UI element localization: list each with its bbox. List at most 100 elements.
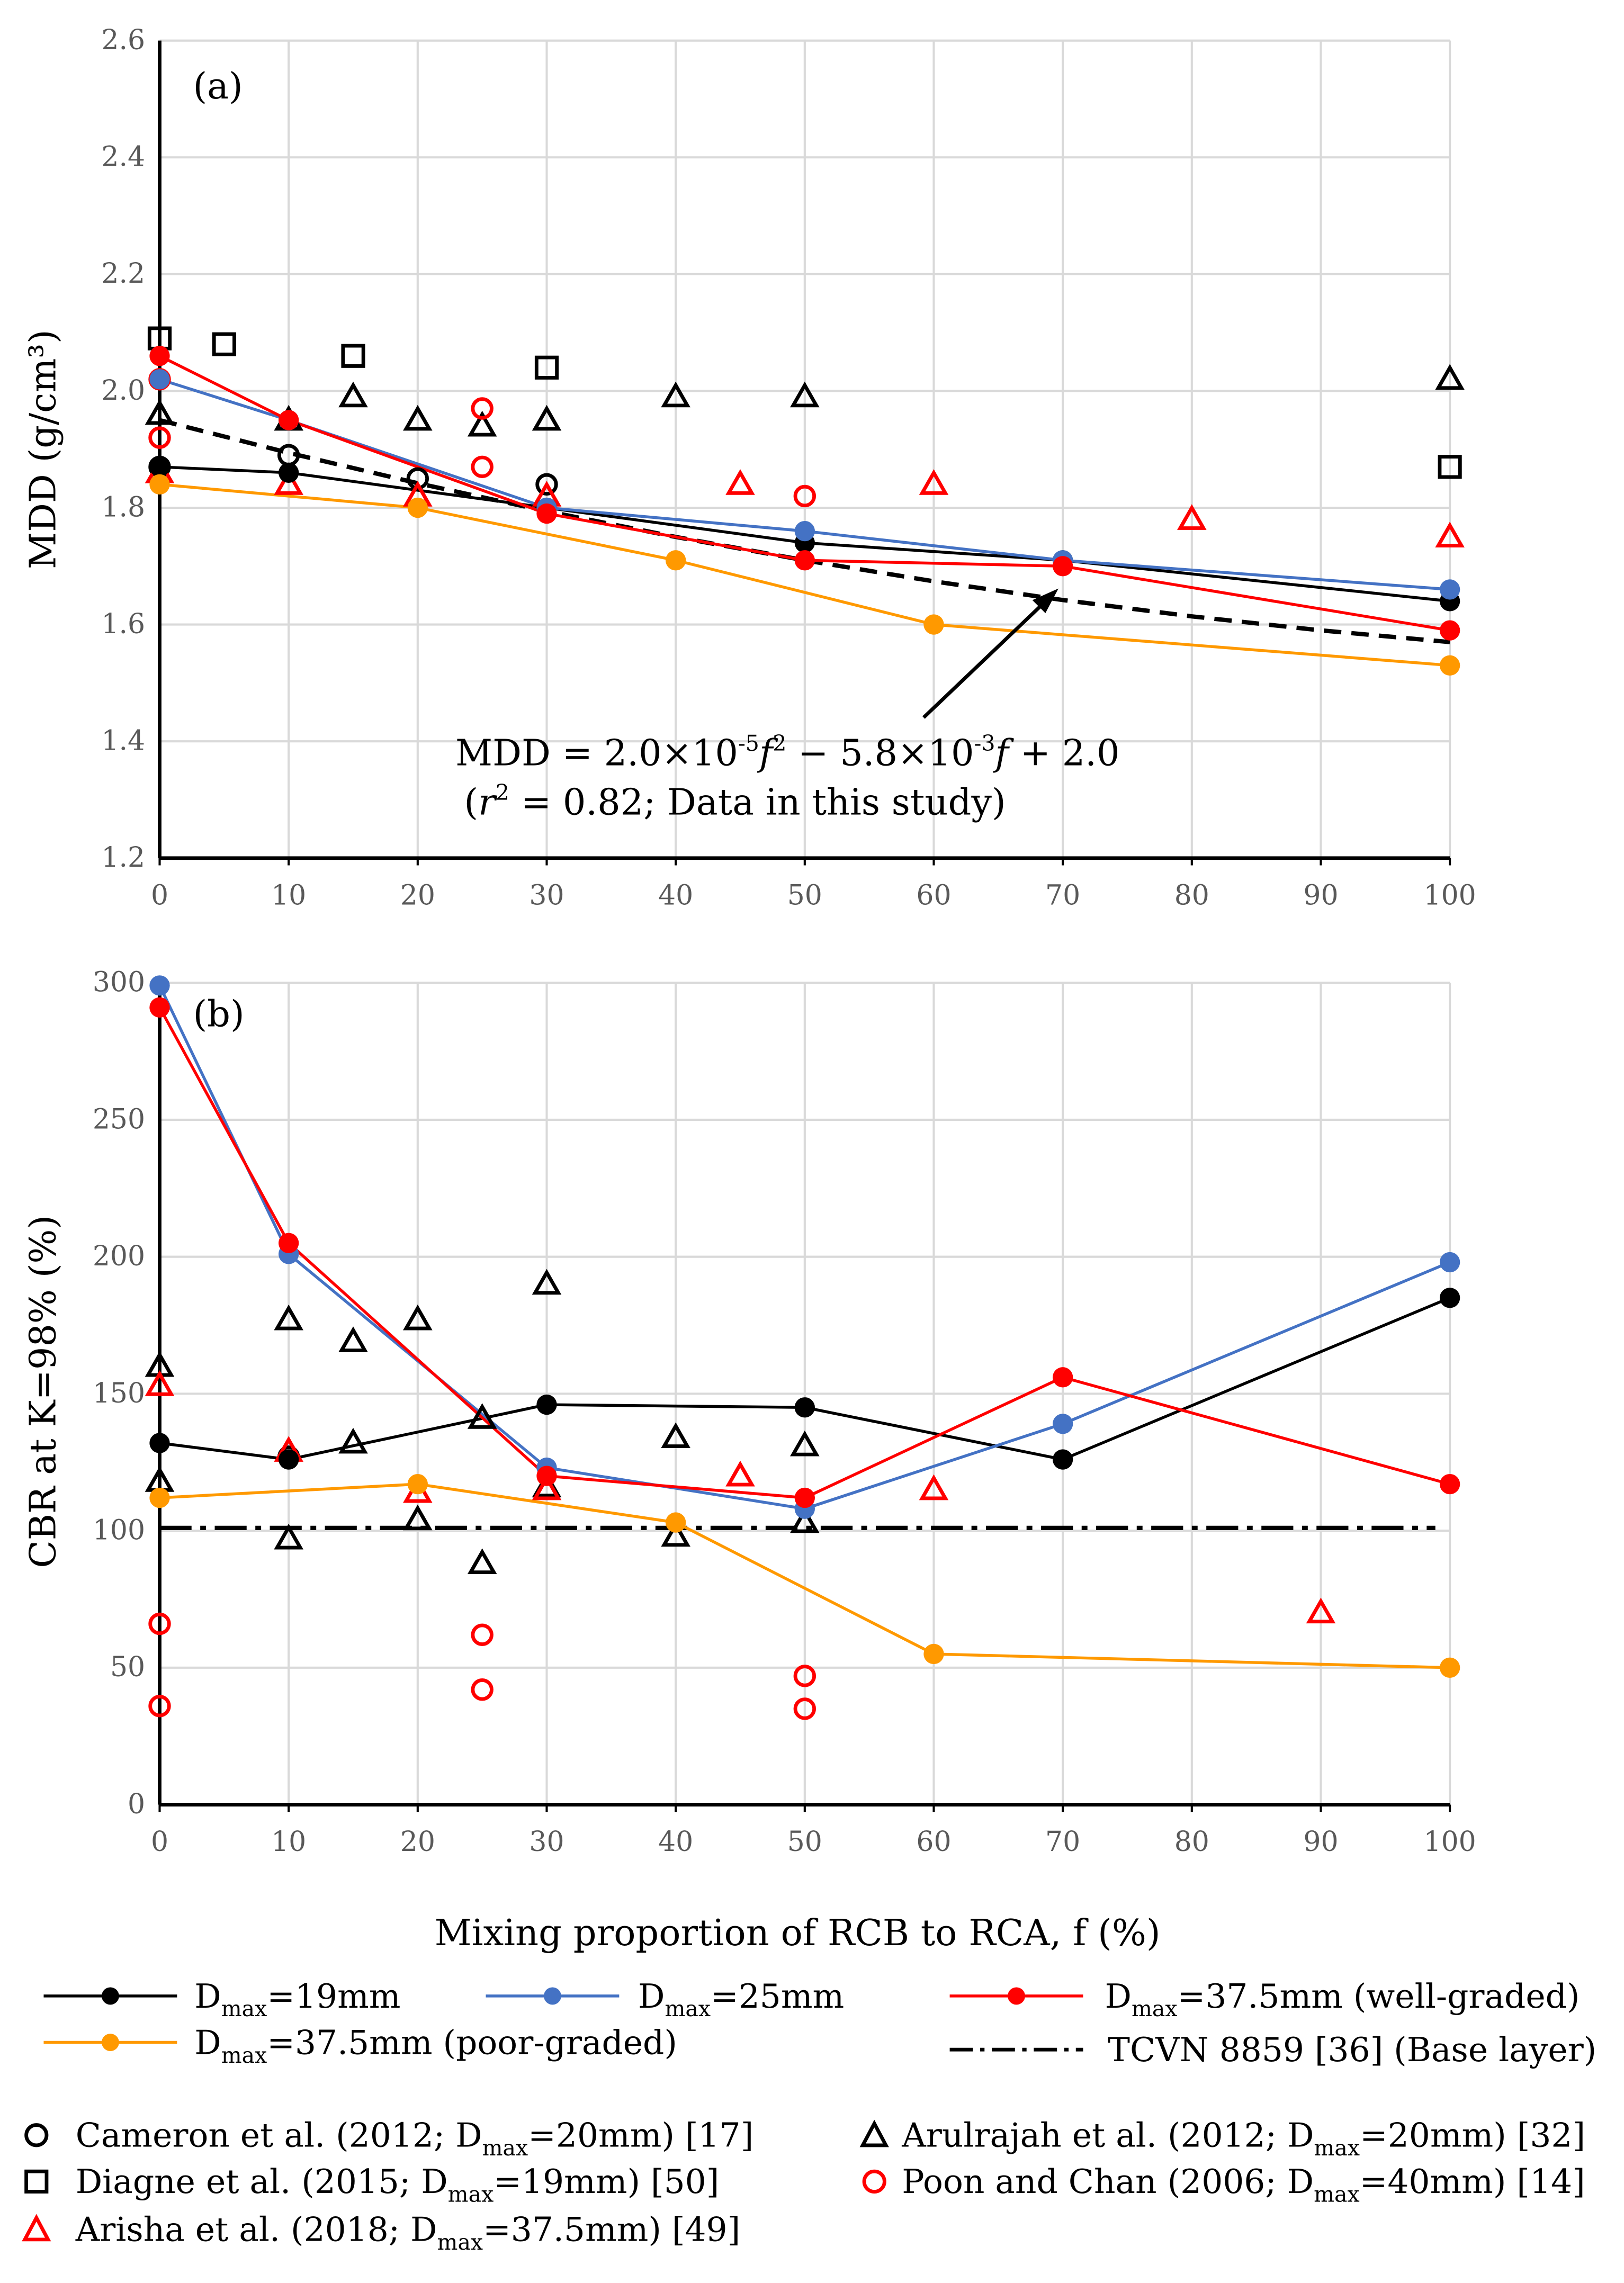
series-dmax-37-5mm-poor-graded--point bbox=[407, 1473, 428, 1495]
x-tick-label: 90 bbox=[1303, 879, 1338, 911]
legend-ref-arisha: Arisha et al. (2018; Dmax=37.5mm) [49] bbox=[22, 2210, 740, 2255]
poon-point bbox=[471, 455, 494, 479]
svg-text:Cameron et al. (2012; Dmax=20m: Cameron et al. (2012; Dmax=20mm) [17] bbox=[76, 2116, 754, 2161]
panel-a-label: (a) bbox=[193, 65, 243, 107]
series-dmax-19mm-point bbox=[149, 456, 170, 477]
svg-text:Dmax=37.5mm (well-graded): Dmax=37.5mm (well-graded) bbox=[1105, 1977, 1580, 2021]
y-tick-label: 300 bbox=[93, 967, 145, 999]
series-dmax-37-5mm-well-graded--point bbox=[278, 1233, 299, 1253]
series-dmax-37-5mm-poor-graded--point bbox=[407, 497, 428, 518]
x-tick-label: 70 bbox=[1045, 879, 1080, 911]
series-dmax-19mm-point bbox=[149, 1433, 170, 1453]
x-tick-label: 30 bbox=[529, 1826, 564, 1858]
poon-point bbox=[148, 1695, 171, 1718]
x-tick-label: 50 bbox=[787, 879, 822, 911]
x-tick-label: 40 bbox=[658, 1826, 693, 1858]
svg-text:Arulrajah et al. (2012; Dmax=2: Arulrajah et al. (2012; Dmax=20mm) [32] bbox=[901, 2116, 1585, 2161]
x-tick-label: 60 bbox=[916, 879, 951, 911]
poon-point bbox=[793, 1697, 817, 1720]
y-tick-label: 1.4 bbox=[101, 725, 145, 757]
svg-text:Dmax=25mm: Dmax=25mm bbox=[638, 1977, 844, 2021]
arisha-point bbox=[1177, 504, 1207, 530]
series-dmax-37-5mm-well-graded--point bbox=[536, 503, 557, 524]
series-dmax-37-5mm-poor-graded--point bbox=[149, 1487, 170, 1508]
x-tick-label: 30 bbox=[529, 879, 564, 911]
x-tick-label: 100 bbox=[1423, 1826, 1476, 1858]
arrow-head-icon bbox=[1032, 588, 1058, 614]
arisha-point bbox=[725, 469, 755, 495]
series-dmax-19mm-point bbox=[1439, 1288, 1460, 1308]
series-dmax-37-5mm-poor-graded--point bbox=[1439, 655, 1460, 676]
x-tick-label: 100 bbox=[1423, 879, 1476, 911]
series-dmax-19mm-point bbox=[278, 462, 299, 483]
y-axis-label-a: MDD (g/cm³) bbox=[22, 329, 64, 569]
svg-text:Diagne et al. (2015; Dmax=19mm: Diagne et al. (2015; Dmax=19mm) [50] bbox=[76, 2162, 720, 2207]
arulrajah-point bbox=[274, 1523, 303, 1550]
svg-text:Dmax=37.5mm (poor-graded): Dmax=37.5mm (poor-graded) bbox=[194, 2023, 677, 2068]
series-dmax-37-5mm-well-graded--line bbox=[159, 354, 1450, 632]
series-dmax-25mm-point bbox=[1439, 579, 1460, 600]
poon-point bbox=[793, 1665, 817, 1687]
y-tick-label: 1.8 bbox=[101, 491, 145, 523]
arulrajah-point bbox=[532, 405, 562, 431]
series-dmax-37-5mm-well-graded--point bbox=[794, 1487, 815, 1508]
poon-point bbox=[148, 1612, 171, 1635]
series-dmax-37-5mm-well-graded--point bbox=[1439, 620, 1460, 641]
svg-text:Dmax=19mm: Dmax=19mm bbox=[194, 1977, 400, 2021]
arulrajah-point bbox=[338, 381, 368, 408]
x-tick-label: 20 bbox=[400, 1826, 435, 1858]
series-dmax-37-5mm-well-graded--point bbox=[536, 1466, 557, 1486]
diagne-point bbox=[534, 355, 559, 380]
series-dmax-37-5mm-poor-graded--point bbox=[665, 1512, 686, 1533]
series-dmax-19mm-line bbox=[159, 1296, 1451, 1461]
y-tick-label: 250 bbox=[93, 1103, 145, 1135]
series-dmax-37-5mm-poor-graded--point bbox=[923, 614, 944, 635]
x-tick-label: 0 bbox=[151, 879, 168, 911]
legend-ref-poon: Poon and Chan (2006; Dmax=40mm) [14] bbox=[862, 2162, 1585, 2207]
arulrajah-point bbox=[1435, 364, 1465, 390]
series-dmax-37-5mm-well-graded--line bbox=[158, 1006, 1450, 1499]
series-dmax-25mm-line bbox=[159, 377, 1450, 591]
arulrajah-point bbox=[661, 381, 690, 408]
y-tick-label: 1.2 bbox=[101, 842, 145, 874]
x-tick-label: 60 bbox=[916, 1826, 951, 1858]
series-dmax-37-5mm-poor-graded--point bbox=[923, 1643, 944, 1665]
series-dmax-25mm-point bbox=[149, 975, 170, 996]
series-dmax-25mm-point bbox=[1052, 1414, 1073, 1434]
fit-curve bbox=[159, 418, 1450, 644]
series-dmax-19mm-line bbox=[159, 465, 1450, 603]
arulrajah-point bbox=[274, 1304, 303, 1331]
y-tick-label: 2.0 bbox=[101, 375, 145, 407]
arulrajah-point bbox=[403, 1504, 433, 1531]
x-tick-label: 0 bbox=[151, 1826, 168, 1858]
panel-a: 1.2 1.4 1.6 1.8 2.0 2.2 2.4 2.6 0 10 20 30 40 50 60 70 8… bbox=[101, 24, 1476, 911]
y-tick-label: 150 bbox=[93, 1378, 145, 1409]
arulrajah-point bbox=[338, 1326, 368, 1352]
y-tick-label: 1.6 bbox=[101, 608, 145, 640]
arisha-point bbox=[532, 1474, 562, 1500]
arisha-point bbox=[1435, 522, 1465, 547]
poon-point bbox=[793, 484, 817, 508]
arulrajah-point bbox=[661, 1521, 690, 1547]
y-tick-label: 50 bbox=[110, 1651, 145, 1683]
legend-item-dmax19: Dmax=19mm bbox=[43, 1977, 400, 2021]
y-axis-label-b: CBR at K=98% (%) bbox=[22, 1215, 64, 1568]
poon-point bbox=[471, 1623, 494, 1646]
y-tick-label: 2.6 bbox=[101, 24, 145, 56]
x-tick-label: 80 bbox=[1174, 1826, 1209, 1858]
arulrajah-point bbox=[467, 410, 497, 437]
legend-item-dmax37-poor: Dmax=37.5mm (poor-graded) bbox=[43, 2023, 677, 2068]
fit-r2: (r2 = 0.82; Data in this study) bbox=[464, 780, 1006, 823]
y-tick-label: 2.2 bbox=[101, 258, 145, 290]
series-dmax-37-5mm-well-graded--point bbox=[1052, 1367, 1073, 1388]
y-tick-label: 2.4 bbox=[101, 141, 145, 173]
series-dmax-19mm-point bbox=[278, 1449, 299, 1470]
x-tick-label: 90 bbox=[1303, 1826, 1338, 1858]
annotation-arrow bbox=[922, 598, 1048, 719]
legend-item-tcvn: TCVN 8859 [36] (Base layer) bbox=[949, 2030, 1596, 2069]
series-dmax-19mm-point bbox=[1052, 1449, 1073, 1470]
series-dmax-37-5mm-well-graded--point bbox=[794, 550, 815, 571]
arulrajah-point bbox=[467, 1403, 497, 1429]
y-tick-label: 0 bbox=[128, 1788, 145, 1820]
